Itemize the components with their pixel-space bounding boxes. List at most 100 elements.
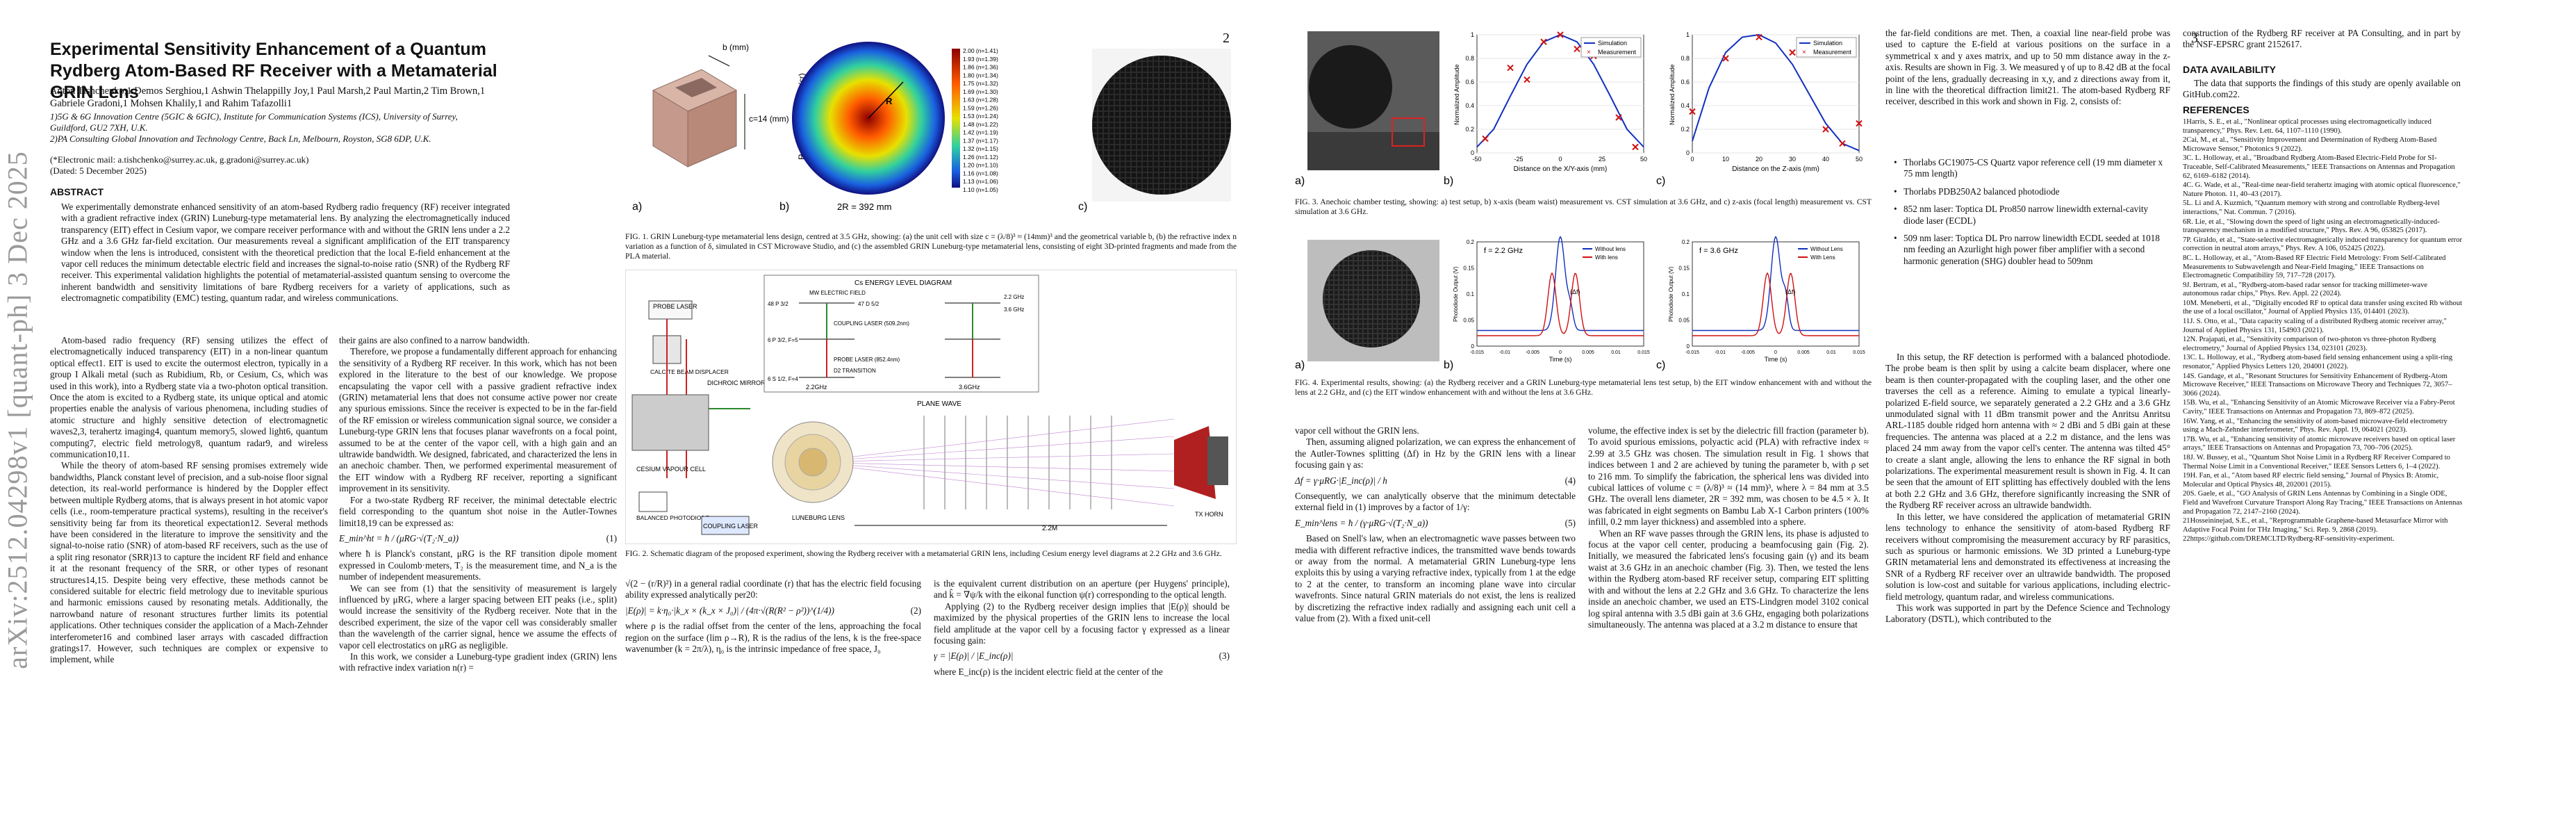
x-tick-label: 20 [1756,156,1762,163]
legend-meas-label: Measurement [1598,49,1637,56]
y-tick-label: 1 [1471,31,1474,38]
rydberg-setup-photo [1307,240,1439,361]
y-tick-label: 0.6 [1681,79,1690,85]
reference-list: 1Harris, S. E., et al., "Nonlinear optic… [2183,118,2463,545]
anechoic-chamber-photo [1307,31,1439,170]
reference-item: 7P. Giraldo, et al., "State-selective el… [2183,236,2463,253]
reference-item: 15B. Wu, et al., "Enhancing Sensitivity … [2183,399,2455,416]
date-line: (Dated: 5 December 2025) [50,165,147,176]
y-tick-label: 0.05 [1463,318,1474,324]
data-availability-text: The data that supports the findings of t… [2183,78,2461,100]
radius-r-label: R [886,96,893,106]
y-tick-label: 0.4 [1681,102,1690,109]
measurement-point [1540,38,1547,45]
measurement-point [1557,31,1564,38]
colorbar-tick-label: 1.53 (n=1.24) [963,113,998,120]
y-tick-label: 0.1 [1467,291,1475,297]
reference-item[interactable]: 22https://github.com/DREMCLTD/Rydberg-RF… [2183,535,2395,543]
colorbar-tick-label: 1.86 (n=1.36) [963,64,998,71]
measurement-point [1615,114,1622,121]
colorbar-tick-label: 1.20 (n=1.10) [963,162,998,169]
x-tick-label: 50 [1856,156,1863,163]
legend-meas-label: Measurement [1813,49,1852,56]
y-axis-label: Normalized Amplitude [1669,64,1676,125]
measurement-point [1507,64,1514,72]
y-tick-label: 0 [1471,343,1475,350]
column-3: √(2 − (r/R)²) in a general radial coordi… [625,578,921,655]
colorbar-tick-label: 1.75 (n=1.32) [963,80,998,87]
paragraph: In this work, we consider a Luneburg-typ… [339,651,617,673]
with-lens-trace [1692,272,1859,336]
x-tick-label: -0.005 [1741,350,1755,355]
y-tick-label: 0 [1687,343,1690,350]
colorbar-tick-label: 1.93 (n=1.39) [963,56,998,63]
setup-photo [631,394,709,451]
reference-item: 17B. Wu, et al., "Enhancing sensitivity … [2183,435,2456,452]
energy-level-panel [763,275,1039,393]
measurement-point [1856,120,1863,127]
paragraph: where ħ is Planck's constant, μRG is the… [339,548,617,582]
ground-level-label: 6 S 1/2, F=4 [768,376,798,382]
x-tick-label: 25 [1599,156,1605,163]
coupling-laser-label: COUPLING LASER [703,523,759,530]
y-tick-label: 0.2 [1682,239,1690,245]
y-tick-label: 0.2 [1465,126,1474,133]
lens-diameter-label: 2R = 392 mm [837,202,891,212]
colorbar-tick-label: 1.42 (n=1.19) [963,129,998,136]
reference-item: 20S. Gaele, et al., "GO Analysis of GRIN… [2183,490,2463,516]
x-tick-label: 0.01 [1826,350,1836,355]
x-tick-label: -50 [1472,156,1481,163]
coupling-transition-label: COUPLING LASER (509.2nm) [834,320,909,327]
y-tick-label: 0.6 [1465,79,1474,85]
page-left: 2 arXiv:2512.04298v1 [quant-ph] 3 Dec 20… [1,31,1237,677]
unit-cell-c-label: c=14 (mm) [749,114,789,124]
paragraph: vapor cell without the GRIN lens. [1295,425,1419,436]
reference-item: 6R. Lie, et al., "Slowing down the speed… [2183,218,2440,235]
x-tick-label: -0.005 [1526,350,1539,355]
x-tick-label: 0 [1559,350,1562,355]
diagram-freq-2: 3.6GHz [959,384,980,391]
subfigure-b-label: b) [1444,359,1453,371]
coupling-laser-box [701,516,750,535]
subfigure-a-label: a) [1295,175,1305,187]
list-item: Thorlabs PDB250A2 balanced photodiode [1894,186,2169,198]
probe-laser-box [648,300,693,320]
measurement-point [1524,76,1530,83]
y-tick-label: 0.15 [1678,265,1690,272]
x-tick-label: -0.01 [1499,350,1510,355]
x-tick-label: 0.005 [1797,350,1810,355]
author-list: Anton Tishchenko,1 Demos Serghiou,1 Ashw… [50,85,486,109]
paragraph: When an RF wave passes through the GRIN … [1588,528,1869,630]
figure-1-graphic: b (mm) c=14 (mm) a) b) Relative permitti… [632,42,1231,213]
frequency-label: f = 3.6 GHz [1699,247,1738,255]
equation-2: |E(ρ)| = k·η₀·|k_x × (k_x × J₀)| / (4π·√… [625,605,921,616]
colorbar-tick-label: 1.69 (n=1.30) [963,88,998,95]
rf-freq-label-2: 3.6 GHz [1004,306,1024,313]
colorbar-tick-label: 1.48 (n=1.22) [963,121,998,128]
paragraph: Based on Snell's law, when an electromag… [1295,533,1576,624]
paragraph: the far-field conditions are met. Then, … [1885,28,2170,107]
figure-2-diagram: PROBE LASER CALCITE BEAM DISPLACER DICHR… [625,269,1237,545]
x-tick-label: -0.015 [1470,350,1484,355]
x-tick-label: 0.015 [1853,350,1865,355]
reference-item: 12N. Prajapati, et al., "Sensitivity com… [2183,336,2436,352]
figure-3-caption: FIG. 3. Anechoic chamber testing, showin… [1295,197,1872,216]
reference-item: 11J. S. Otto, et al., "Data capacity sca… [2183,318,2447,334]
subfigure-b-label: b) [779,201,789,213]
y-tick-label: 1 [1686,31,1690,38]
figure-2-caption: FIG. 2. Schematic diagram of the propose… [625,549,1222,558]
figure-4: a) b) c) 0 0.05 0.1 0.15 0.2 -0.015 -0.01 -0.00… [1295,235,1872,375]
plane-wave-label: PLANE WAVE [917,400,961,408]
column-7-continued: In this setup, the RF detection is perfo… [1885,352,2170,626]
equation-1: E_min^ht = ħ / (μRG·√(T₂·N_a)) (1) [339,532,617,543]
d2-transition-label: D2 TRANSITION [834,368,876,374]
reference-item: 2Cai, M., et al., "Sensitivity Improveme… [2183,136,2437,153]
colorbar-tick-label: 1.32 (n=1.15) [963,145,998,152]
frequency-label: f = 2.2 GHz [1484,247,1523,255]
cesium-cell-label: CESIUM VAPOUR CELL [636,466,706,473]
colorbar-tick-label: 1.26 (n=1.12) [963,154,998,161]
y-tick-label: 0.15 [1463,265,1474,272]
x-axis-label: Distance on the X/Y-axis (mm) [1514,165,1608,173]
unit-cell-b-label: b (mm) [723,42,749,52]
figure-3: a) b) c) 0 0.2 0.4 0.6 0.8 1 -50 -25 0 25 50 Normal… [1295,28,1872,195]
